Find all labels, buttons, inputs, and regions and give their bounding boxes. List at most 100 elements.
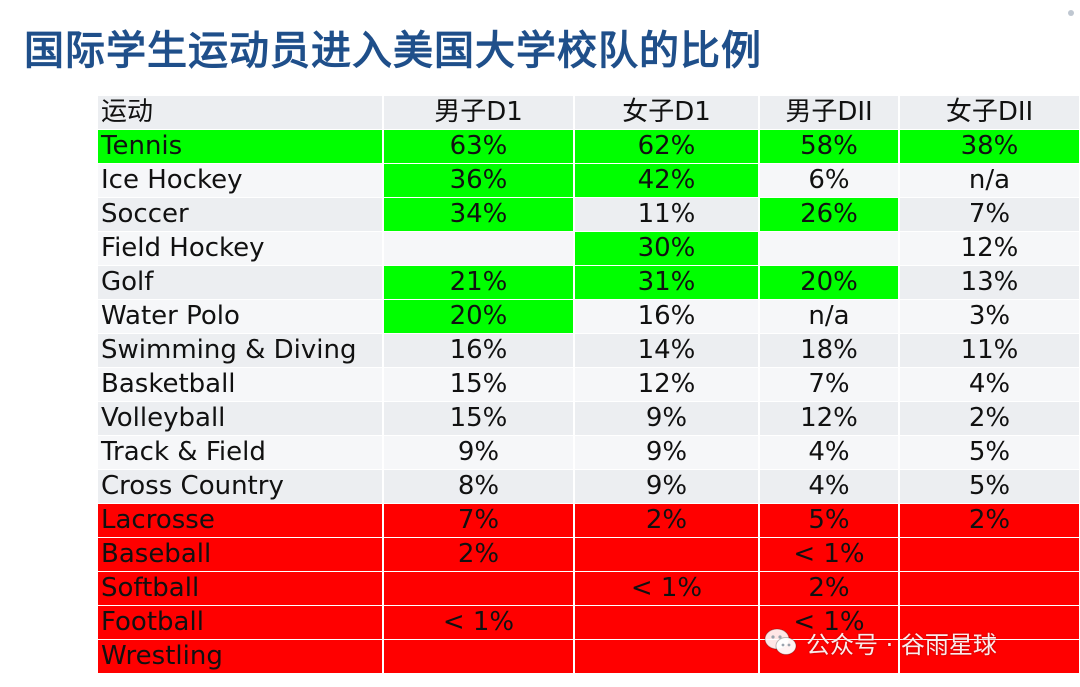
table-row: Cross Country 8% 9% 4% 5% [98, 469, 1080, 504]
value-cell: 5% [759, 503, 900, 538]
value-cell: 14% [574, 333, 760, 368]
value-cell: 18% [759, 333, 900, 368]
header-women-d1: 女子D1 [574, 96, 760, 130]
sport-name-cell: Softball [98, 571, 384, 606]
value-cell [383, 639, 575, 674]
value-cell: 2% [899, 503, 1080, 538]
corner-dot [1068, 10, 1074, 16]
sport-name-cell: Cross Country [98, 469, 384, 504]
value-cell [574, 639, 760, 674]
value-cell: 4% [899, 367, 1080, 402]
sport-name-cell: Golf [98, 265, 384, 300]
value-cell: 3% [899, 299, 1080, 334]
sport-name-cell: Baseball [98, 537, 384, 572]
value-cell: 6% [759, 163, 900, 198]
sports-table: 运动 男子D1 女子D1 男子DII 女子DII Tennis 63% 62% 58%… [98, 96, 1080, 674]
value-cell [574, 605, 760, 640]
sport-name-cell: Field Hockey [98, 231, 384, 266]
value-cell: 34% [383, 197, 575, 232]
table-row: Ice Hockey 36% 42% 6% n/a [98, 163, 1080, 198]
value-cell: 4% [759, 469, 900, 504]
table-row: Swimming & Diving 16% 14% 18% 11% [98, 333, 1080, 368]
value-cell [759, 231, 900, 266]
table-row: Field Hockey 30% 12% [98, 231, 1080, 266]
sport-name-cell: Football [98, 605, 384, 640]
value-cell: 8% [383, 469, 575, 504]
value-cell: 15% [383, 401, 575, 436]
value-cell: < 1% [383, 605, 575, 640]
value-cell: 16% [574, 299, 760, 334]
value-cell [574, 537, 760, 572]
value-cell: 9% [383, 435, 575, 470]
value-cell: n/a [759, 299, 900, 334]
value-cell: 12% [759, 401, 900, 436]
value-cell: 58% [759, 129, 900, 164]
sport-name-cell: Tennis [98, 129, 384, 164]
value-cell: 21% [383, 265, 575, 300]
wechat-icon [764, 627, 798, 657]
value-cell [899, 639, 1080, 674]
value-cell: 62% [574, 129, 760, 164]
table-row: Tennis 63% 62% 58% 38% [98, 129, 1080, 164]
value-cell: 12% [899, 231, 1080, 266]
value-cell: 2% [759, 571, 900, 606]
value-cell: 13% [899, 265, 1080, 300]
header-women-d2: 女子DII [899, 96, 1080, 130]
table-row: Basketball 15% 12% 7% 4% [98, 367, 1080, 402]
value-cell: < 1% [759, 537, 900, 572]
value-cell: 9% [574, 401, 760, 436]
table-header-row: 运动 男子D1 女子D1 男子DII 女子DII [98, 96, 1080, 130]
value-cell: 2% [383, 537, 575, 572]
table-body: Tennis 63% 62% 58% 38% Ice Hockey 36% 42% 6% n/a S… [98, 129, 1080, 674]
value-cell [899, 605, 1080, 640]
watermark-text: 公众号 · 谷雨星球 [806, 630, 997, 659]
sport-name-cell: Track & Field [98, 435, 384, 470]
value-cell: 7% [899, 197, 1080, 232]
value-cell: 16% [383, 333, 575, 368]
table-row: Wrestling [98, 639, 1080, 674]
table-row: Lacrosse 7% 2% 5% 2% [98, 503, 1080, 538]
value-cell: 12% [574, 367, 760, 402]
sport-name-cell: Lacrosse [98, 503, 384, 538]
table-row: Football < 1% < 1% [98, 605, 1080, 640]
value-cell: 5% [899, 435, 1080, 470]
sport-name-cell: Swimming & Diving [98, 333, 384, 368]
table-row: Track & Field 9% 9% 4% 5% [98, 435, 1080, 470]
header-men-d1: 男子D1 [383, 96, 575, 130]
page-title: 国际学生运动员进入美国大学校队的比例 [24, 28, 762, 74]
value-cell: n/a [899, 163, 1080, 198]
value-cell: 7% [383, 503, 575, 538]
value-cell [383, 571, 575, 606]
header-men-d2: 男子DII [759, 96, 900, 130]
value-cell: 4% [759, 435, 900, 470]
table-row: Soccer 34% 11% 26% 7% [98, 197, 1080, 232]
value-cell: 38% [899, 129, 1080, 164]
sport-name-cell: Ice Hockey [98, 163, 384, 198]
value-cell: 42% [574, 163, 760, 198]
table-row: Golf 21% 31% 20% 13% [98, 265, 1080, 300]
sport-name-cell: Volleyball [98, 401, 384, 436]
table-row: Volleyball 15% 9% 12% 2% [98, 401, 1080, 436]
value-cell [899, 537, 1080, 572]
value-cell: 15% [383, 367, 575, 402]
value-cell: 26% [759, 197, 900, 232]
value-cell: 2% [574, 503, 760, 538]
value-cell: 11% [574, 197, 760, 232]
sport-name-cell: Wrestling [98, 639, 384, 674]
value-cell: 20% [759, 265, 900, 300]
table-row: Water Polo 20% 16% n/a 3% [98, 299, 1080, 334]
value-cell: < 1% [574, 571, 760, 606]
value-cell [383, 231, 575, 266]
watermark: 公众号 · 谷雨星球 [764, 624, 997, 660]
table-row: Baseball 2% < 1% [98, 537, 1080, 572]
value-cell: 20% [383, 299, 575, 334]
value-cell: 7% [759, 367, 900, 402]
table-row: Softball < 1% 2% [98, 571, 1080, 606]
value-cell: 2% [899, 401, 1080, 436]
sport-name-cell: Basketball [98, 367, 384, 402]
value-cell [899, 571, 1080, 606]
value-cell: 63% [383, 129, 575, 164]
value-cell: 5% [899, 469, 1080, 504]
value-cell: 11% [899, 333, 1080, 368]
